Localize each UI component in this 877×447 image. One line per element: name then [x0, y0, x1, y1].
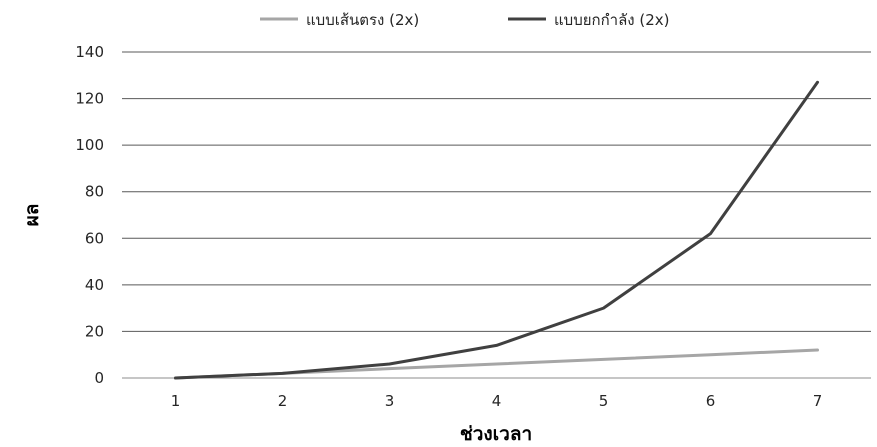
- y-tick-label: 20: [85, 322, 104, 340]
- y-tick-label: 140: [75, 43, 104, 61]
- x-tick-label: 7: [813, 392, 823, 410]
- x-tick-label: 3: [385, 392, 395, 410]
- y-axis-title: ผล: [21, 204, 43, 227]
- y-tick-label: 100: [75, 136, 104, 154]
- x-tick-label: 5: [599, 392, 609, 410]
- y-tick-label: 60: [85, 229, 104, 247]
- y-tick-label: 0: [94, 369, 104, 387]
- x-tick-label: 1: [171, 392, 181, 410]
- legend-label-exponential: แบบยกกำลัง (2x): [554, 11, 670, 29]
- y-tick-label: 80: [85, 183, 104, 201]
- legend: แบบเส้นตรง (2x) แบบยกกำลัง (2x): [260, 11, 670, 29]
- x-tick-label: 4: [492, 392, 502, 410]
- series-lines: [174, 80, 819, 380]
- x-tick-label: 2: [278, 392, 288, 410]
- y-tick-label: 120: [75, 90, 104, 108]
- x-tick-label: 6: [706, 392, 716, 410]
- y-axis-ticks: 0 20 40 60 80 100 120 140: [75, 43, 104, 387]
- y-tick-label: 40: [85, 276, 104, 294]
- gridlines: [122, 51, 871, 379]
- legend-label-linear: แบบเส้นตรง (2x): [306, 11, 419, 29]
- x-axis-ticks: 1 2 3 4 5 6 7: [171, 392, 823, 410]
- x-axis-title: ช่วงเวลา: [460, 423, 532, 445]
- series-line-exponential: [174, 80, 819, 380]
